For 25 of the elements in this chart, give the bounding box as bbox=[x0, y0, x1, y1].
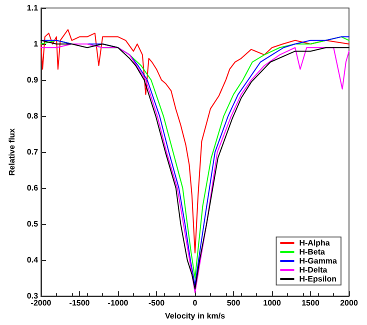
legend-label: H-Beta bbox=[299, 248, 326, 256]
x-tick-label: 0 bbox=[192, 298, 198, 308]
legend-label: H-Alpha bbox=[299, 238, 330, 248]
y-tick-label: 0.4 bbox=[26, 256, 39, 265]
legend-label: H-Epsilon bbox=[299, 274, 337, 284]
x-axis-title: Velocity in km/s bbox=[164, 312, 226, 320]
x-tick-label: -1000 bbox=[108, 298, 129, 308]
y-tick-label: 1 bbox=[34, 40, 39, 49]
y-tick-label: 1.1 bbox=[26, 4, 39, 12]
legend-label: H-Gamma bbox=[299, 256, 338, 266]
y-axis-title: Relative flux bbox=[8, 128, 16, 176]
legend-label: H-Delta bbox=[299, 266, 328, 274]
y-tick-label: 0.8 bbox=[26, 112, 39, 121]
y-tick-label: 0.5 bbox=[26, 220, 39, 229]
y-tick-label: 0.3 bbox=[26, 292, 39, 301]
x-tick-label: 1500 bbox=[302, 298, 320, 308]
x-tick-label: -2000 bbox=[30, 298, 52, 308]
x-tick-label: -1500 bbox=[69, 298, 90, 308]
x-tick-label: 2000 bbox=[340, 298, 358, 308]
y-tick-label: 0.7 bbox=[26, 148, 39, 157]
x-tick-label: -500 bbox=[148, 298, 166, 308]
x-tick-label: 500 bbox=[226, 298, 241, 308]
x-tick-label: 1000 bbox=[263, 298, 282, 308]
y-tick-label: 0.6 bbox=[26, 184, 39, 193]
y-tick-label: 0.9 bbox=[26, 76, 39, 85]
